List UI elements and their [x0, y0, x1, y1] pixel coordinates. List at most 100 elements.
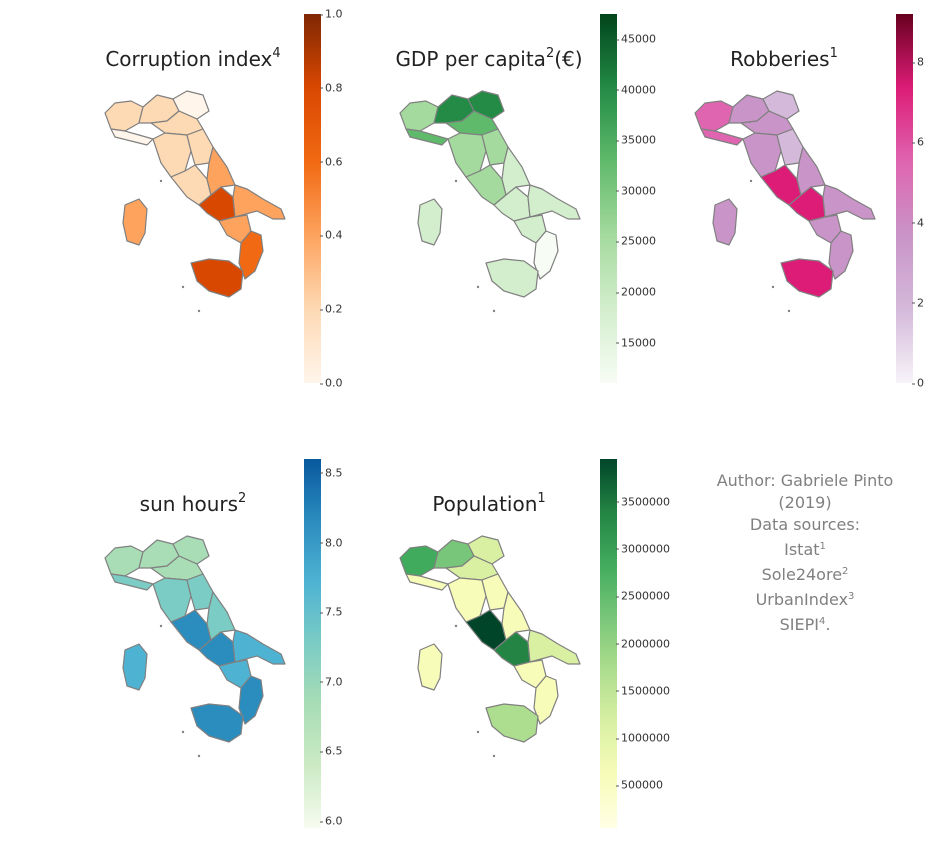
- region-liguria: [110, 128, 154, 146]
- credits-source-urbanindex: UrbanIndex3: [755, 590, 855, 609]
- population-tick-3: 2000000: [616, 637, 670, 650]
- corruption-tick-1: 0.2: [320, 302, 343, 316]
- population-tick-5: 3000000: [616, 542, 670, 556]
- region-calabria: [533, 230, 559, 280]
- population-tick-0: 500000: [616, 778, 663, 792]
- region-puglia: [232, 629, 286, 665]
- region-abruzzo: [206, 591, 236, 641]
- region-marche-umbria: [481, 128, 509, 166]
- gdp-tick-3: 30000: [616, 184, 656, 198]
- region-abruzzo: [501, 146, 531, 196]
- region-north-west: [104, 545, 144, 577]
- gdp-map: [399, 90, 581, 313]
- sun-tick-1: 6.5: [320, 744, 343, 758]
- islet-2: [454, 179, 458, 183]
- islet-1: [197, 309, 201, 313]
- robberies-title: Robberies1: [730, 46, 838, 71]
- islet-0: [476, 285, 480, 289]
- region-abruzzo: [501, 591, 531, 641]
- gdp-tick-6: 45000: [616, 32, 656, 46]
- islet-1: [787, 309, 791, 313]
- region-liguria: [405, 573, 449, 591]
- region-north-west: [694, 100, 734, 132]
- region-tuscany: [742, 132, 782, 178]
- region-sardinia: [122, 643, 148, 691]
- region-tuscany: [447, 577, 487, 623]
- credits-source-istat: Istat1: [784, 540, 826, 559]
- region-marche-umbria: [186, 128, 214, 166]
- region-puglia: [527, 184, 581, 220]
- region-puglia: [232, 184, 286, 220]
- region-sicily: [485, 703, 539, 743]
- gdp-tick-2: 25000: [616, 234, 656, 248]
- islet-0: [181, 730, 185, 734]
- sun-tick-5: 8.5: [320, 466, 343, 480]
- region-liguria: [405, 128, 449, 146]
- region-calabria: [238, 230, 264, 280]
- region-calabria: [238, 675, 264, 725]
- robberies-tick-4: 8: [912, 55, 924, 69]
- region-sardinia: [417, 643, 443, 691]
- sun-colorbar: [304, 459, 321, 828]
- region-puglia: [822, 184, 876, 220]
- gdp-tick-0: 15000: [616, 336, 656, 350]
- corruption-map: [104, 90, 286, 313]
- region-abruzzo: [206, 146, 236, 196]
- region-tuscany: [152, 577, 192, 623]
- population-tick-1: 1000000: [616, 731, 670, 745]
- islet-1: [492, 754, 496, 758]
- credits-source-siepi: SIEPI4.: [779, 615, 831, 634]
- region-liguria: [110, 573, 154, 591]
- islet-2: [159, 624, 163, 628]
- corruption-colorbar: [304, 14, 321, 383]
- gdp-tick-5: 40000: [616, 83, 656, 97]
- population-tick-4: 2500000: [616, 589, 670, 603]
- region-tuscany: [152, 132, 192, 178]
- population-map: [399, 535, 581, 758]
- region-sardinia: [122, 198, 148, 246]
- region-north-west: [399, 545, 439, 577]
- corruption-tick-0: 0.0: [320, 376, 343, 390]
- region-calabria: [828, 230, 854, 280]
- islet-1: [197, 754, 201, 758]
- islet-2: [749, 179, 753, 183]
- region-north-west: [399, 100, 439, 132]
- robberies-tick-0: 0: [912, 376, 924, 390]
- credits-author: Author: Gabriele Pinto (2019): [716, 471, 894, 512]
- credits-block: Author: Gabriele Pinto (2019) Data sourc…: [700, 470, 910, 636]
- corruption-tick-3: 0.6: [320, 155, 343, 169]
- robberies-tick-2: 4: [912, 216, 924, 230]
- islet-0: [476, 730, 480, 734]
- region-marche-umbria: [481, 573, 509, 611]
- gdp-colorbar: [600, 14, 617, 383]
- population-tick-2: 1500000: [616, 684, 670, 698]
- robberies-tick-1: 2: [912, 296, 924, 310]
- region-sicily: [485, 258, 539, 298]
- region-sicily: [780, 258, 834, 298]
- corruption-tick-5: 1.0: [320, 7, 343, 21]
- robberies-map: [694, 90, 876, 313]
- corruption-tick-2: 0.4: [320, 228, 343, 242]
- region-north-west: [104, 100, 144, 132]
- islet-2: [454, 624, 458, 628]
- robberies-tick-3: 6: [912, 135, 924, 149]
- sun-tick-3: 7.5: [320, 605, 343, 619]
- sun-tick-2: 7.0: [320, 675, 343, 689]
- credits-sources-label: Data sources:: [749, 515, 861, 534]
- region-sicily: [190, 703, 244, 743]
- region-tuscany: [447, 132, 487, 178]
- gdp-title: GDP per capita2(€): [395, 46, 583, 71]
- islet-0: [771, 285, 775, 289]
- corruption-tick-4: 0.8: [320, 81, 343, 95]
- region-puglia: [527, 629, 581, 665]
- region-liguria: [700, 128, 744, 146]
- region-sardinia: [417, 198, 443, 246]
- region-abruzzo: [796, 146, 826, 196]
- region-sicily: [190, 258, 244, 298]
- population-title: Population1: [432, 491, 546, 516]
- population-tick-6: 3500000: [616, 495, 670, 509]
- region-marche-umbria: [186, 573, 214, 611]
- robberies-colorbar: [896, 14, 913, 383]
- region-marche-umbria: [776, 128, 804, 166]
- corruption-title: Corruption index4: [105, 46, 281, 71]
